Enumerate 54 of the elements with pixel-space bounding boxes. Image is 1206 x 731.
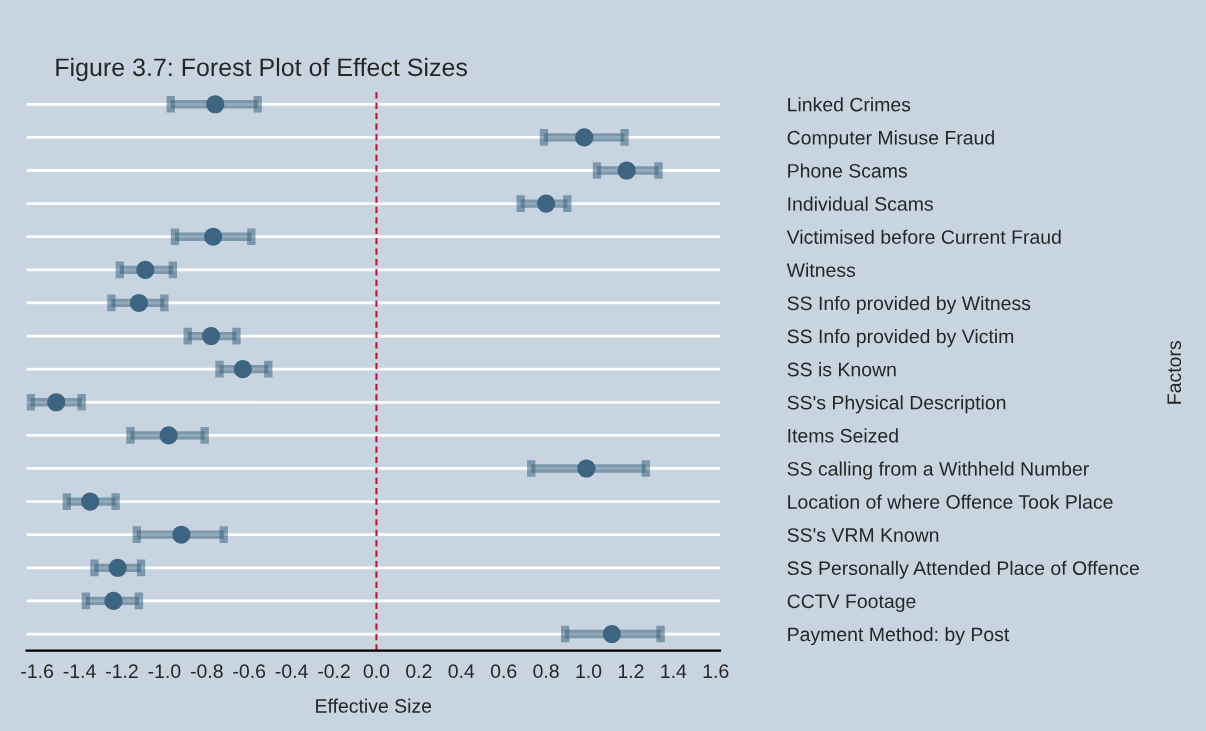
x-tick-label: 0.0 [363,664,390,679]
x-tick-label: -0.2 [318,664,350,679]
y-tick-label: Linked Crimes [788,97,911,112]
point [47,393,66,412]
point [602,624,621,644]
point [81,492,100,511]
y-tick-label: SS Info provided by Witness [787,295,1031,315]
y-tick-label: Location of where Offence Took Place [788,494,1113,509]
y-tick-label: SS Info provided by Victim [787,329,1014,348]
x-tick-label: 0.2 [406,664,432,679]
x-tick-label: 1.2 [618,664,644,678]
point [159,426,178,445]
x-tick-label: 1.6 [703,664,729,679]
x-tick-label: -0.8 [190,664,223,679]
x-tick-label: 0.4 [448,664,475,679]
x-tick-label: 1.4 [661,664,687,678]
x-tick-label: -1.0 [148,664,181,679]
y-tick-label: Individual Scams [788,196,933,211]
y-tick-label: Victimised before Current Fraud [786,229,1061,244]
y-tick-label: SS calling from a Withheld Number [787,461,1089,480]
y-tick-label: Witness [786,262,856,278]
x-tick-label: 1.0 [576,664,602,679]
point [204,227,223,246]
point [617,161,636,180]
point [233,360,252,379]
point [577,459,596,478]
x-tick-label: -1.4 [63,664,96,678]
point [537,194,556,213]
x-tick-label: 0.8 [533,664,559,679]
y-tick-label: Payment Method: by Post [788,626,1010,646]
y-tick-label: SS is Known [787,362,896,377]
y-tick-label: SS Personally Attended Place of Offence [787,560,1139,579]
x-tick-label: 0.6 [490,664,517,679]
y-tick-label: Phone Scams [788,163,907,178]
y-tick-label: CCTV Footage [787,594,916,613]
point [575,128,594,147]
y-axis-title: Factors [1167,341,1182,404]
y-tick-label: Items Seized [788,428,898,443]
point [201,326,221,346]
x-tick-label: -0.6 [233,664,266,679]
point [108,558,127,577]
y-tick-label: Computer Misuse Fraud [787,130,994,149]
chart-title: Figure 3.7: Forest Plot of Effect Sizes [56,57,467,82]
point [129,293,148,312]
x-axis-title: Effective Size [316,698,432,713]
point [172,525,191,544]
point [104,591,123,610]
point [136,260,155,279]
x-tick-label: -1.6 [21,664,54,679]
x-tick-label: -1.2 [106,664,138,678]
y-tick-label: SS's Physical Description [787,395,1006,414]
y-tick-label: SS's VRM Known [787,528,939,542]
point [206,95,225,114]
x-tick-label: -0.4 [275,664,308,679]
